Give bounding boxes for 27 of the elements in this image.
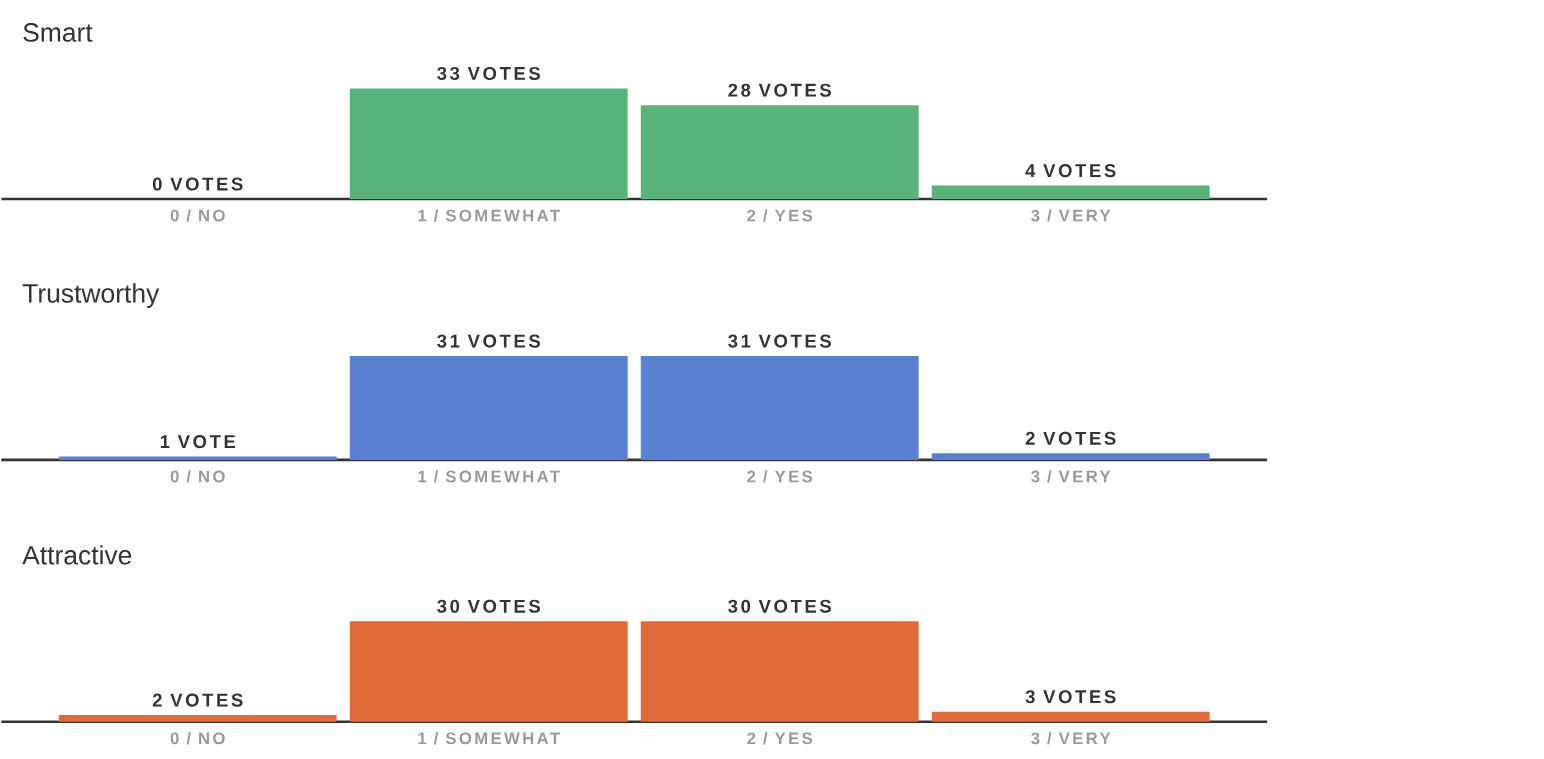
x-tick-label: 0 / NO [170,209,225,222]
data-label: 2 VOTES [152,693,243,707]
data-label: 3 VOTES [1025,690,1116,704]
x-tick-label: 3 / VERY [1031,731,1111,745]
x-tick-label: 2 / YES [747,470,813,483]
chart-title: Smart [23,23,93,42]
x-tick-label: 3 / VERY [1031,470,1111,483]
data-label: 0 VOTES [152,177,243,191]
x-tick-label: 3 / VERY [1031,209,1111,222]
x-tick-label: 0 / NO [170,731,225,745]
data-label: 1 VOTE [160,435,236,449]
data-label: 30 VOTES [437,599,540,613]
data-label: 31 VOTES [437,334,540,348]
x-tick-label: 2 / YES [747,209,813,222]
x-tick-label: 1 / SOMEWHAT [418,731,560,745]
chart-title: Attractive [22,545,132,565]
data-label: 28 VOTES [728,83,831,97]
data-label: 2 VOTES [1025,431,1116,445]
data-label: 4 VOTES [1025,164,1116,178]
x-tick-label: 2 / YES [747,731,813,745]
data-label: 33 VOTES [437,66,540,81]
data-label: 30 VOTES [728,599,831,613]
x-tick-label: 1 / SOMEWHAT [418,470,560,483]
chart-title: Trustworthy [22,283,160,309]
data-label: 31 VOTES [728,334,831,348]
x-tick-label: 0 / NO [170,470,225,483]
x-tick-label: 1 / SOMEWHAT [418,209,560,222]
